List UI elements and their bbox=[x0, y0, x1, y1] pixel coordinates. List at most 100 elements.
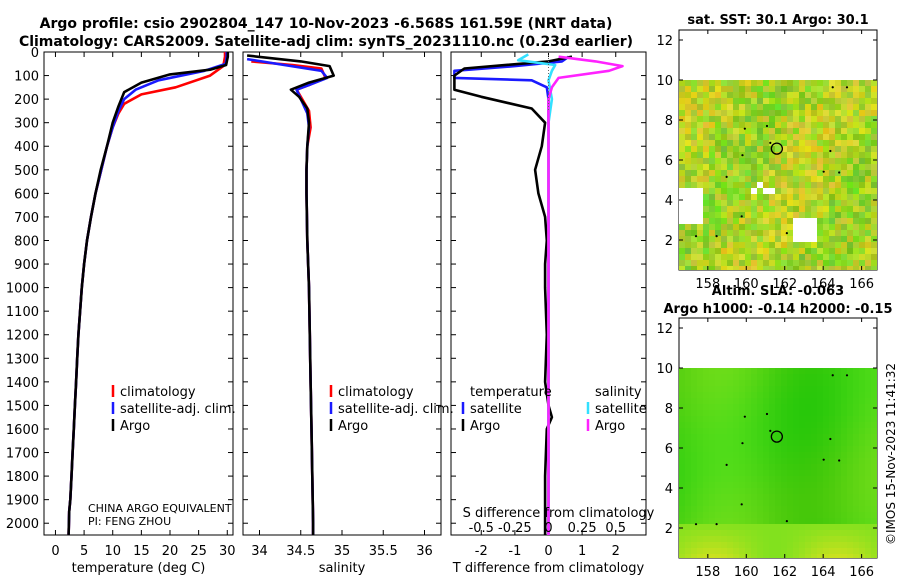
map-cell bbox=[757, 260, 763, 266]
map-cell bbox=[751, 554, 757, 558]
map-cell bbox=[751, 194, 757, 200]
map-cell bbox=[775, 218, 781, 224]
map-cell bbox=[811, 230, 817, 236]
map-cell bbox=[775, 182, 781, 188]
map-cell bbox=[865, 146, 871, 152]
map-cell bbox=[871, 464, 877, 470]
map-cell bbox=[679, 206, 685, 212]
map-cell bbox=[787, 392, 793, 398]
map-cell bbox=[685, 248, 691, 254]
map-cell bbox=[757, 524, 763, 530]
island-dot bbox=[831, 374, 834, 377]
map-cell bbox=[715, 110, 721, 116]
map-cell bbox=[679, 500, 685, 506]
map-cell bbox=[727, 158, 733, 164]
map-cell bbox=[823, 398, 829, 404]
map-cell bbox=[685, 554, 691, 558]
map-cell bbox=[835, 248, 841, 254]
map-cell bbox=[805, 464, 811, 470]
map-cell bbox=[865, 536, 871, 542]
map-cell bbox=[697, 464, 703, 470]
map-cell bbox=[823, 536, 829, 542]
map-cell bbox=[715, 116, 721, 122]
map-cell bbox=[745, 140, 751, 146]
map-cell bbox=[781, 260, 787, 266]
map-cell bbox=[757, 404, 763, 410]
map-cell bbox=[757, 512, 763, 518]
map-cell bbox=[715, 176, 721, 182]
map-cell bbox=[805, 86, 811, 92]
map-cell bbox=[739, 488, 745, 494]
map-cell bbox=[751, 152, 757, 158]
map-cell bbox=[727, 506, 733, 512]
map-cell bbox=[763, 428, 769, 434]
map-cell bbox=[757, 206, 763, 212]
map-cell bbox=[703, 224, 709, 230]
map-cell bbox=[865, 248, 871, 254]
map-cell bbox=[835, 398, 841, 404]
map-cell bbox=[709, 188, 715, 194]
map-cell bbox=[733, 170, 739, 176]
map-cell bbox=[757, 86, 763, 92]
map-cell bbox=[787, 494, 793, 500]
map-cell bbox=[757, 368, 763, 374]
map-cell bbox=[787, 236, 793, 242]
map-cell bbox=[751, 404, 757, 410]
map-cell bbox=[841, 368, 847, 374]
island-dot bbox=[822, 458, 825, 461]
map-cell bbox=[871, 152, 877, 158]
map-cell bbox=[823, 242, 829, 248]
map-cell bbox=[835, 254, 841, 260]
map-cell bbox=[739, 506, 745, 512]
map-cell bbox=[781, 266, 787, 270]
map-cell bbox=[763, 140, 769, 146]
map-cell bbox=[709, 158, 715, 164]
map-cell bbox=[691, 470, 697, 476]
map-cell bbox=[829, 176, 835, 182]
map-cell bbox=[733, 410, 739, 416]
y-tick-label: 1400 bbox=[6, 376, 39, 391]
map-cell bbox=[799, 230, 805, 236]
map-cell bbox=[805, 116, 811, 122]
map-cell bbox=[787, 266, 793, 270]
map-cell bbox=[769, 98, 775, 104]
map-cell bbox=[781, 146, 787, 152]
map-cell bbox=[811, 164, 817, 170]
map-cell bbox=[817, 416, 823, 422]
map-cell bbox=[871, 134, 877, 140]
map-cell bbox=[679, 494, 685, 500]
island-dot bbox=[838, 171, 841, 174]
map-cell bbox=[847, 224, 853, 230]
map-cell bbox=[721, 494, 727, 500]
map-cell bbox=[775, 380, 781, 386]
map-cell bbox=[733, 458, 739, 464]
map-cell bbox=[811, 266, 817, 270]
map-cell bbox=[835, 218, 841, 224]
map-cell bbox=[775, 128, 781, 134]
map-cell bbox=[859, 536, 865, 542]
map-cell bbox=[745, 530, 751, 536]
map-cell bbox=[829, 122, 835, 128]
map-cell bbox=[823, 260, 829, 266]
map-cell bbox=[781, 248, 787, 254]
map-cell bbox=[751, 548, 757, 554]
map-cell bbox=[679, 146, 685, 152]
map-cell bbox=[691, 248, 697, 254]
map-cell bbox=[859, 254, 865, 260]
map-cell bbox=[769, 224, 775, 230]
map-cell bbox=[775, 554, 781, 558]
map-cell bbox=[805, 134, 811, 140]
map-cell bbox=[697, 482, 703, 488]
map-cell bbox=[823, 152, 829, 158]
map-cell bbox=[733, 212, 739, 218]
map-cell bbox=[733, 122, 739, 128]
map-cell bbox=[691, 512, 697, 518]
map-cell bbox=[853, 98, 859, 104]
map-cell bbox=[715, 224, 721, 230]
map-cell bbox=[715, 236, 721, 242]
map-cell bbox=[847, 80, 853, 86]
map-cell bbox=[799, 536, 805, 542]
map-cell bbox=[703, 266, 709, 270]
map-cell bbox=[823, 98, 829, 104]
map-cell bbox=[739, 170, 745, 176]
